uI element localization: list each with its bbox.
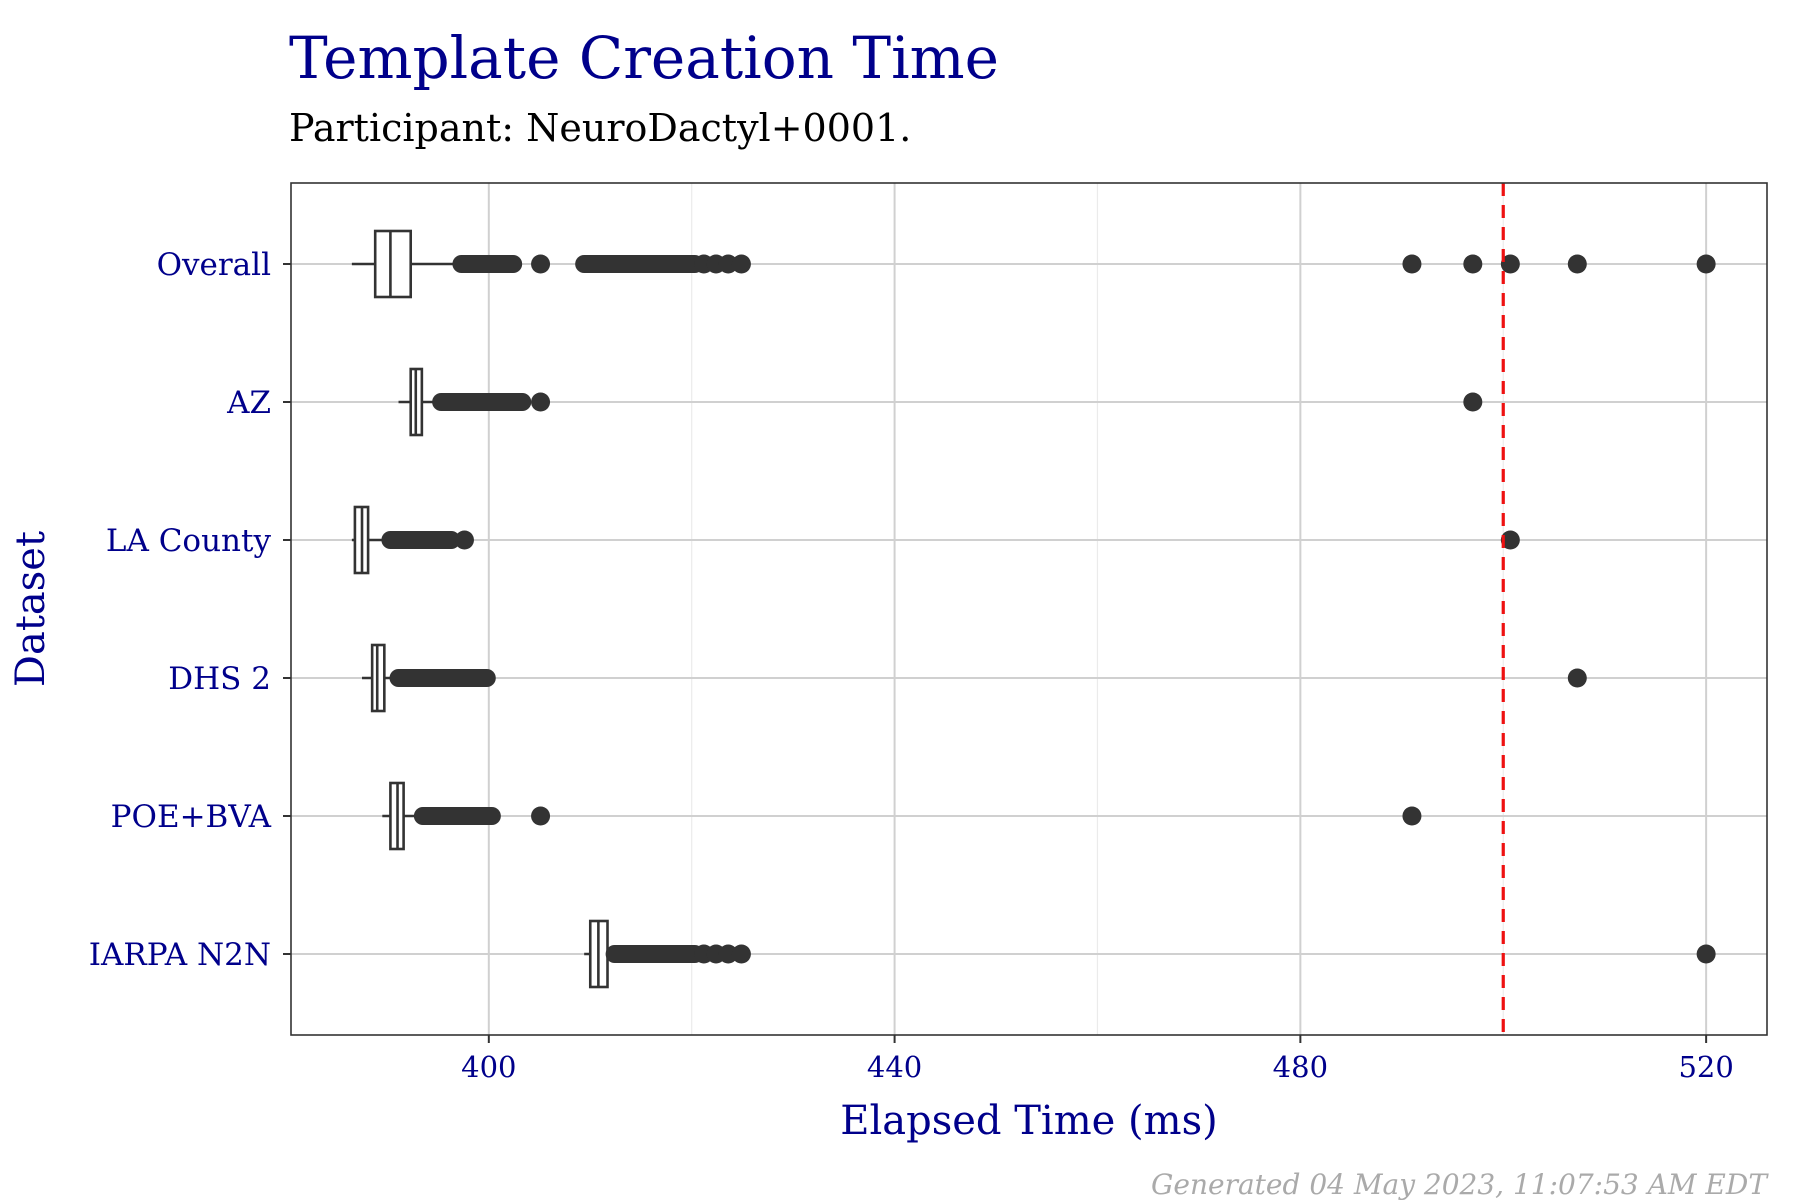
x-tick-label: 480 [1273, 1050, 1328, 1084]
axes: Overall AZ LA County DHS 2 POE+BVA IARPA N2N 4… [89, 247, 1734, 1084]
outlier-point [1500, 254, 1520, 274]
outlier-point [454, 530, 474, 550]
y-tick-label: DHS 2 [168, 661, 271, 697]
outlier-point [531, 392, 551, 412]
x-tick-label: 400 [461, 1050, 516, 1084]
outlier-point [731, 254, 751, 274]
outlier-point [731, 944, 751, 964]
x-tick-label: 520 [1678, 1050, 1733, 1084]
box-series-dhs-2 [362, 643, 1587, 713]
outlier-point [531, 806, 551, 826]
box-series-la-county [351, 505, 1520, 575]
y-tick-label: LA County [106, 523, 272, 559]
outlier-point [1567, 254, 1587, 274]
x-tick-label: 440 [867, 1050, 922, 1084]
box-series-poe-bva [382, 781, 1422, 851]
y-tick-label: Overall [157, 247, 271, 283]
outlier-point [1567, 668, 1587, 688]
outlier-point [1463, 254, 1483, 274]
y-axis-title: Dataset [8, 531, 54, 687]
chart-title: Template Creation Time [289, 24, 999, 92]
box-iqr [373, 229, 413, 299]
outlier-point [1696, 944, 1716, 964]
box-series-overall [351, 229, 1716, 299]
y-tick-label: AZ [226, 385, 271, 421]
plot-marks [351, 183, 1716, 1035]
panel-border [290, 182, 1768, 1036]
outlier-point [1402, 254, 1422, 274]
chart-subtitle: Participant: NeuroDactyl+0001. [289, 106, 911, 150]
x-axis-title: Elapsed Time (ms) [840, 1098, 1217, 1144]
outlier-point [1696, 254, 1716, 274]
y-tick-label: IARPA N2N [89, 937, 271, 973]
box-series-iarpa-n2n [584, 919, 1716, 989]
grid-lines [291, 183, 1767, 1035]
box-series-az [398, 367, 1483, 437]
y-tick-label: POE+BVA [111, 799, 272, 835]
outlier-point [1500, 530, 1520, 550]
outlier-point [1402, 806, 1422, 826]
outlier-point [1463, 392, 1483, 412]
outlier-point [718, 944, 738, 964]
outlier-point [531, 254, 551, 274]
outlier-point [718, 254, 738, 274]
footer-timestamp: Generated 04 May 2023, 11:07:53 AM EDT [1151, 1168, 1769, 1200]
